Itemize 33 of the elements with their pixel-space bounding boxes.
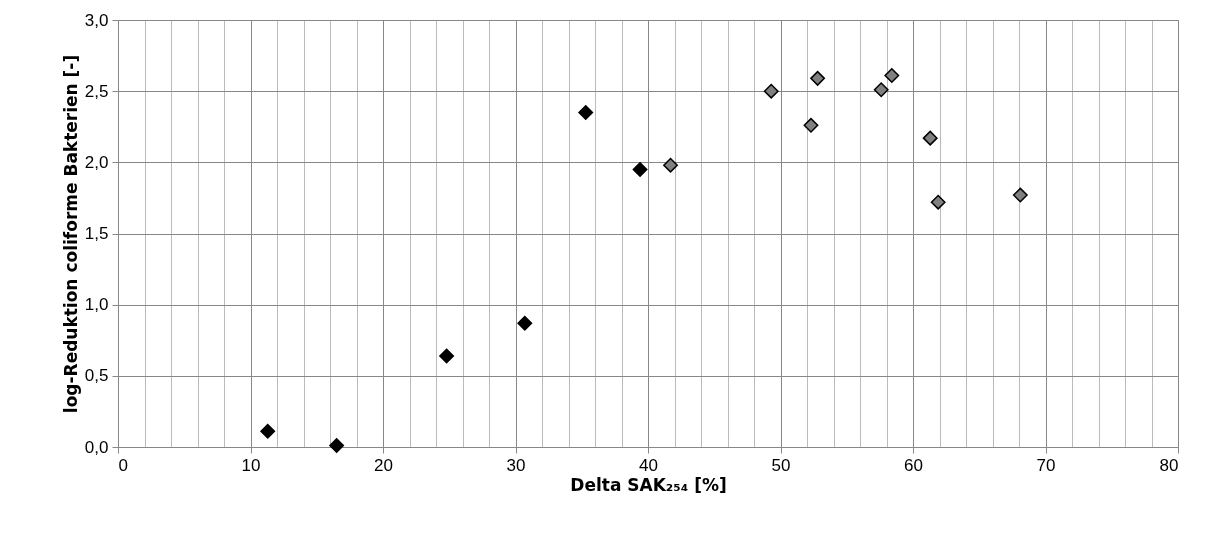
point — [578, 105, 594, 120]
point — [663, 157, 678, 173]
y-tick-label: 0,5 — [84, 366, 109, 386]
point — [803, 117, 819, 133]
y-tick-label: 1,0 — [84, 295, 109, 315]
point — [884, 68, 900, 83]
x-tick-label: 30 — [506, 455, 526, 475]
y-tick-label: 2,5 — [84, 81, 109, 101]
point — [763, 83, 779, 99]
x-tick-label: 20 — [374, 455, 393, 475]
x-tick-label: 0 — [118, 455, 128, 475]
x-axis-title: Delta SAK₂₅₄ [%] — [570, 474, 727, 495]
point — [439, 348, 455, 364]
y-tick-label: 3,0 — [84, 10, 109, 30]
point — [1012, 187, 1028, 203]
point — [922, 130, 938, 146]
x-tick-label: 50 — [771, 455, 791, 475]
point — [930, 194, 946, 210]
y-axis-title: log-Reduktion coliforme Bakterien [-] — [60, 54, 81, 414]
y-tick-label: 2,0 — [84, 152, 109, 172]
x-tick-label: 60 — [904, 455, 923, 475]
point — [873, 82, 889, 98]
y-tick-label: 0,0 — [84, 437, 109, 457]
point — [329, 438, 345, 454]
x-tick-label: 40 — [639, 455, 658, 475]
x-tick-label: 10 — [241, 455, 261, 475]
x-tick-label: 80 — [1159, 455, 1179, 475]
point — [632, 161, 648, 177]
y-tick-label: 1,5 — [84, 224, 109, 243]
point — [517, 315, 533, 331]
point — [810, 70, 826, 86]
x-tick-label: 70 — [1036, 455, 1056, 475]
point — [260, 423, 276, 439]
